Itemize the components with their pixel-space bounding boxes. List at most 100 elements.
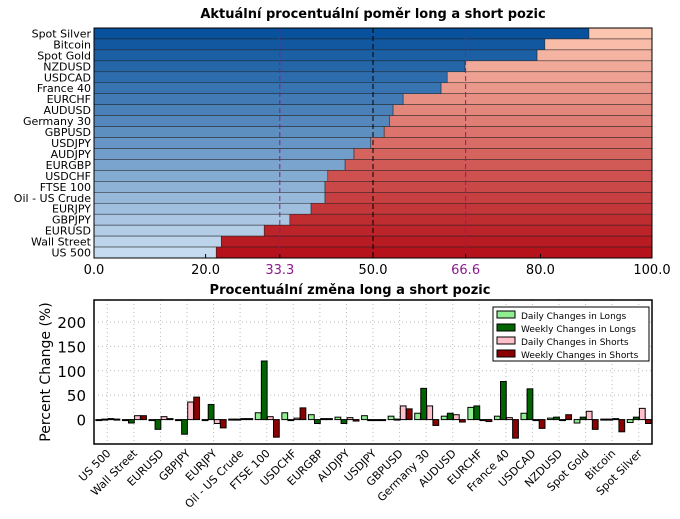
bar-weekly-changes-in-shorts [140,415,147,421]
bar-daily-changes-in-shorts [612,418,620,421]
bar-weekly-changes-in-shorts [538,419,546,429]
legend [492,306,650,362]
legend-swatch [496,323,516,332]
long-bar [93,246,217,259]
short-bar [446,71,653,84]
bar-weekly-changes-in-longs [340,419,348,424]
bar-weekly-changes-in-longs [393,418,401,421]
category-label: Bitcoin [53,38,91,51]
category-label: USDCHF [45,170,91,183]
bar-daily-changes-in-shorts [479,419,487,422]
bar-weekly-changes-in-shorts [272,419,280,438]
bar-weekly-changes-in-shorts [405,408,413,421]
legend-label: Daily Changes in Longs [521,312,626,322]
bar-daily-changes-in-shorts [346,417,354,421]
bar-weekly-changes-in-shorts [379,419,387,422]
short-bar [344,159,653,171]
legend-swatch [496,336,516,345]
short-bar [544,38,653,51]
bar-daily-changes-in-shorts [452,414,460,421]
bar-weekly-changes-in-shorts [219,419,227,429]
y-tick-label: 100 [57,363,86,381]
bar-daily-changes-in-longs [228,418,235,421]
bar-weekly-changes-in-longs [420,387,428,421]
bar-weekly-changes-in-shorts [193,396,201,421]
bar-weekly-changes-in-longs [101,418,109,421]
x-tick-label: 50.0 [359,263,388,278]
short-bar [310,202,653,215]
bar-daily-changes-in-shorts [240,418,248,421]
bar-weekly-changes-in-longs [606,418,614,421]
long-bar [93,148,355,160]
short-bar [370,137,653,149]
short-bar [263,224,653,237]
legend-label: Weekly Changes in Longs [521,325,636,335]
category-label: Germany 30 [23,115,91,128]
short-bar [289,213,653,226]
bar-daily-changes-in-longs [307,414,315,421]
x-tick-label: 20.0 [191,263,220,278]
category-label: Oil - US Crude [14,192,91,205]
bar-daily-changes-in-shorts [320,418,327,421]
long-bar [93,93,404,105]
bar-weekly-changes-in-longs [526,388,534,421]
long-bar [93,159,346,171]
category-label: GBPJPY [52,214,91,227]
bar-daily-changes-in-longs [467,406,475,421]
legend-label: Daily Changes in Shorts [521,338,629,348]
long-bar [93,170,329,182]
y-tick-label: 150 [57,338,86,356]
bar-daily-changes-in-shorts [213,419,221,424]
bar-weekly-changes-in-shorts [166,418,174,421]
short-bar [402,93,653,105]
bar-daily-changes-in-longs [573,419,581,424]
long-bar [93,104,394,116]
short-bar [383,126,653,138]
long-bar [93,71,448,84]
bar-weekly-changes-in-longs [181,419,188,435]
category-label: EURUSD [45,225,91,238]
bar-daily-changes-in-shorts [585,410,593,421]
long-bar [93,235,222,248]
category-label: US 500 [51,247,91,260]
category-label: USDJPY [51,137,91,150]
bar-weekly-changes-in-longs [207,403,215,421]
category-label: AUDJPY [51,148,92,161]
bar-daily-changes-in-longs [95,419,103,422]
bar-daily-changes-in-longs [547,417,554,421]
bar-weekly-changes-in-shorts [326,418,333,421]
bar-weekly-changes-in-shorts [458,419,466,423]
long-bar [93,213,291,226]
y-tick-label: 0 [76,412,86,430]
long-bar [93,115,390,127]
bar-weekly-changes-in-shorts [113,418,121,421]
short-bar [536,49,653,62]
bar-weekly-changes-in-shorts [565,414,573,421]
bar-weekly-changes-in-longs [154,419,162,430]
short-bar [440,82,653,94]
bar-daily-changes-in-longs [254,412,262,421]
bar-weekly-changes-in-longs [499,381,507,421]
bar-weekly-changes-in-longs [553,416,560,421]
bar-daily-changes-in-longs [201,419,209,422]
bar-weekly-changes-in-longs [632,416,640,421]
category-label: AUDUSD [43,104,91,117]
long-bar [93,126,385,138]
short-bar [324,181,653,193]
bar-daily-changes-in-longs [493,415,501,421]
bar-daily-changes-in-longs [361,415,368,421]
category-label: Spot Gold [37,49,91,62]
bar-daily-changes-in-shorts [266,416,274,421]
short-bar [215,246,653,259]
short-bar [588,27,653,40]
long-bar [93,192,326,204]
plot-frame [93,299,653,445]
short-bar [389,115,653,127]
bar-daily-changes-in-shorts [638,407,646,421]
category-label: FTSE 100 [40,181,91,194]
bar-weekly-changes-in-shorts [618,419,626,433]
bar-weekly-changes-in-shorts [352,419,360,422]
bar-daily-changes-in-longs [626,419,634,424]
long-bar [93,82,442,94]
